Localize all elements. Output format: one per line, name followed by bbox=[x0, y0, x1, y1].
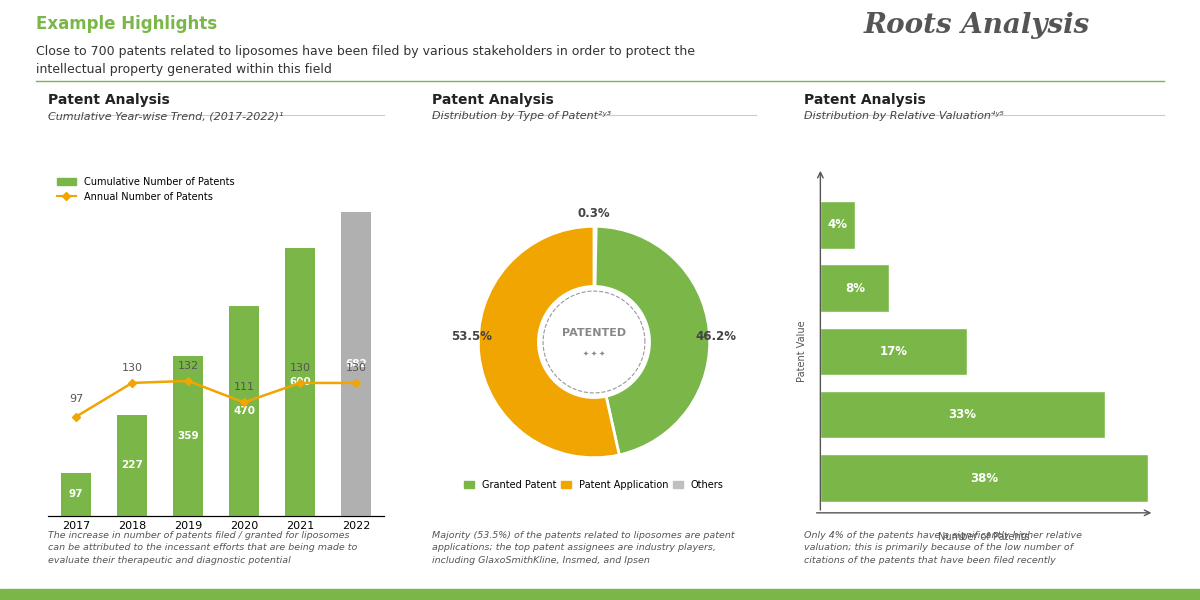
Text: Example Highlights: Example Highlights bbox=[36, 15, 217, 33]
Text: 4%: 4% bbox=[828, 218, 847, 232]
Text: 130: 130 bbox=[289, 363, 311, 373]
Text: 17%: 17% bbox=[880, 345, 907, 358]
Text: 130: 130 bbox=[346, 363, 366, 373]
Bar bbox=[341, 212, 372, 516]
Text: Roots Analysis: Roots Analysis bbox=[864, 12, 1091, 39]
Text: 470: 470 bbox=[233, 406, 256, 416]
Text: Patent Analysis: Patent Analysis bbox=[804, 93, 925, 107]
Text: 227: 227 bbox=[121, 460, 143, 470]
Text: PATENTED: PATENTED bbox=[562, 328, 626, 338]
Text: 130: 130 bbox=[121, 363, 143, 373]
Text: Patent Analysis: Patent Analysis bbox=[48, 93, 169, 107]
Text: Distribution by Type of Patent²ʸ³: Distribution by Type of Patent²ʸ³ bbox=[432, 111, 611, 121]
Text: 359: 359 bbox=[178, 431, 199, 441]
Text: 38%: 38% bbox=[970, 472, 998, 485]
Text: Cumulative Year-wise Trend, (2017-2022)¹: Cumulative Year-wise Trend, (2017-2022)¹ bbox=[48, 111, 283, 121]
Text: The increase in number of patents filed / granted for liposomes
can be attribute: The increase in number of patents filed … bbox=[48, 531, 358, 565]
Text: 8%: 8% bbox=[845, 282, 865, 295]
Text: 33%: 33% bbox=[948, 408, 977, 421]
Bar bbox=[228, 307, 259, 516]
Text: Majority (53.5%) of the patents related to liposomes are patent
applications; th: Majority (53.5%) of the patents related … bbox=[432, 531, 734, 565]
Text: 97: 97 bbox=[68, 490, 83, 499]
Text: ✦ ✦ ✦: ✦ ✦ ✦ bbox=[583, 350, 605, 356]
Wedge shape bbox=[594, 226, 596, 286]
Circle shape bbox=[542, 290, 646, 394]
Bar bbox=[821, 328, 967, 375]
Text: 682: 682 bbox=[346, 359, 367, 369]
Bar bbox=[821, 201, 854, 248]
Text: Distribution by Relative Valuation⁴ʸ⁵: Distribution by Relative Valuation⁴ʸ⁵ bbox=[804, 111, 1004, 121]
Bar bbox=[116, 415, 148, 516]
Wedge shape bbox=[595, 226, 709, 455]
Text: Only 4% of the patents have a significantly higher relative
valuation; this is p: Only 4% of the patents have a significan… bbox=[804, 531, 1082, 565]
Text: Patent Value: Patent Value bbox=[797, 320, 808, 382]
Legend: Granted Patent, Patent Application, Others: Granted Patent, Patent Application, Othe… bbox=[461, 476, 727, 494]
Text: 132: 132 bbox=[178, 361, 198, 371]
Text: 97: 97 bbox=[68, 394, 83, 404]
Text: intellectual property generated within this field: intellectual property generated within t… bbox=[36, 63, 332, 76]
Text: Number of Patents: Number of Patents bbox=[938, 532, 1030, 542]
Text: 0.3%: 0.3% bbox=[577, 208, 611, 220]
Bar bbox=[284, 248, 316, 516]
Wedge shape bbox=[479, 226, 619, 458]
Text: Patent Analysis: Patent Analysis bbox=[432, 93, 553, 107]
Legend: Cumulative Number of Patents, Annual Number of Patents: Cumulative Number of Patents, Annual Num… bbox=[53, 173, 239, 205]
Bar bbox=[821, 265, 889, 312]
Text: 46.2%: 46.2% bbox=[696, 330, 737, 343]
Text: 53.5%: 53.5% bbox=[451, 330, 492, 343]
Text: 111: 111 bbox=[234, 382, 254, 392]
Text: 600: 600 bbox=[289, 377, 311, 387]
Text: Close to 700 patents related to liposomes have been filed by various stakeholder: Close to 700 patents related to liposome… bbox=[36, 45, 695, 58]
Bar bbox=[821, 391, 1104, 439]
Bar bbox=[60, 473, 91, 516]
Bar bbox=[173, 356, 204, 516]
Bar bbox=[821, 454, 1147, 502]
